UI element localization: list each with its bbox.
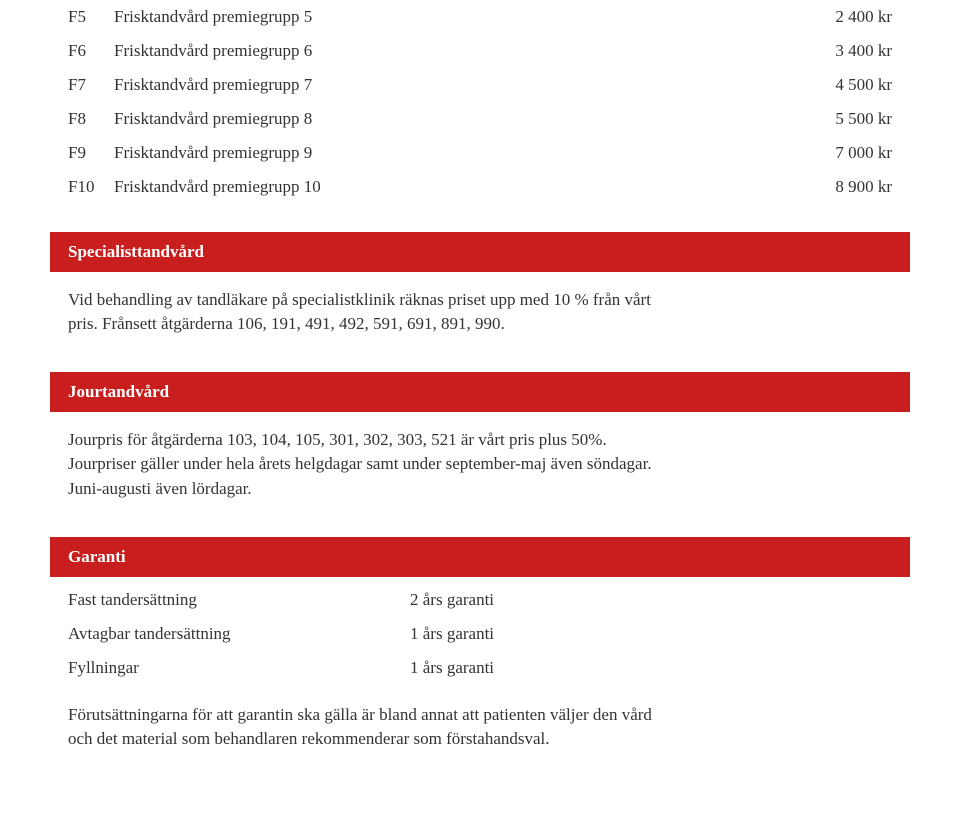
- guarantee-table: Fast tandersättning 2 års garanti Avtagb…: [50, 583, 910, 685]
- price-code: F8: [50, 102, 114, 136]
- guarantee-label: Avtagbar tandersättning: [50, 617, 410, 651]
- section-body-specialist: Vid behandling av tandläkare på speciali…: [50, 272, 690, 366]
- section-header-jour: Jourtandvård: [50, 372, 910, 412]
- price-value: 3 400 kr: [699, 34, 910, 68]
- table-row: F8 Frisktandvård premiegrupp 8 5 500 kr: [50, 102, 910, 136]
- price-desc: Frisktandvård premiegrupp 6: [114, 34, 699, 68]
- table-row: F5 Frisktandvård premiegrupp 5 2 400 kr: [50, 0, 910, 34]
- section-header-specialist: Specialisttandvård: [50, 232, 910, 272]
- price-table: F5 Frisktandvård premiegrupp 5 2 400 kr …: [50, 0, 910, 204]
- guarantee-value: 1 års garanti: [410, 617, 910, 651]
- section-header-garanti: Garanti: [50, 537, 910, 577]
- price-desc: Frisktandvård premiegrupp 5: [114, 0, 699, 34]
- price-code: F5: [50, 0, 114, 34]
- price-desc: Frisktandvård premiegrupp 8: [114, 102, 699, 136]
- price-value: 8 900 kr: [699, 170, 910, 204]
- guarantee-label: Fast tandersättning: [50, 583, 410, 617]
- table-row: Avtagbar tandersättning 1 års garanti: [50, 617, 910, 651]
- guarantee-footnote: Förutsättningarna för att garantin ska g…: [50, 703, 690, 751]
- table-row: F7 Frisktandvård premiegrupp 7 4 500 kr: [50, 68, 910, 102]
- price-code: F10: [50, 170, 114, 204]
- guarantee-value: 1 års garanti: [410, 651, 910, 685]
- price-code: F9: [50, 136, 114, 170]
- price-value: 2 400 kr: [699, 0, 910, 34]
- table-row: F10 Frisktandvård premiegrupp 10 8 900 k…: [50, 170, 910, 204]
- price-desc: Frisktandvård premiegrupp 7: [114, 68, 699, 102]
- table-row: Fyllningar 1 års garanti: [50, 651, 910, 685]
- price-code: F7: [50, 68, 114, 102]
- price-value: 4 500 kr: [699, 68, 910, 102]
- price-desc: Frisktandvård premiegrupp 9: [114, 136, 699, 170]
- table-row: F9 Frisktandvård premiegrupp 9 7 000 kr: [50, 136, 910, 170]
- price-desc: Frisktandvård premiegrupp 10: [114, 170, 699, 204]
- table-row: F6 Frisktandvård premiegrupp 6 3 400 kr: [50, 34, 910, 68]
- guarantee-value: 2 års garanti: [410, 583, 910, 617]
- price-value: 5 500 kr: [699, 102, 910, 136]
- table-row: Fast tandersättning 2 års garanti: [50, 583, 910, 617]
- guarantee-label: Fyllningar: [50, 651, 410, 685]
- price-code: F6: [50, 34, 114, 68]
- price-value: 7 000 kr: [699, 136, 910, 170]
- section-body-jour: Jourpris för åtgärderna 103, 104, 105, 3…: [50, 412, 690, 530]
